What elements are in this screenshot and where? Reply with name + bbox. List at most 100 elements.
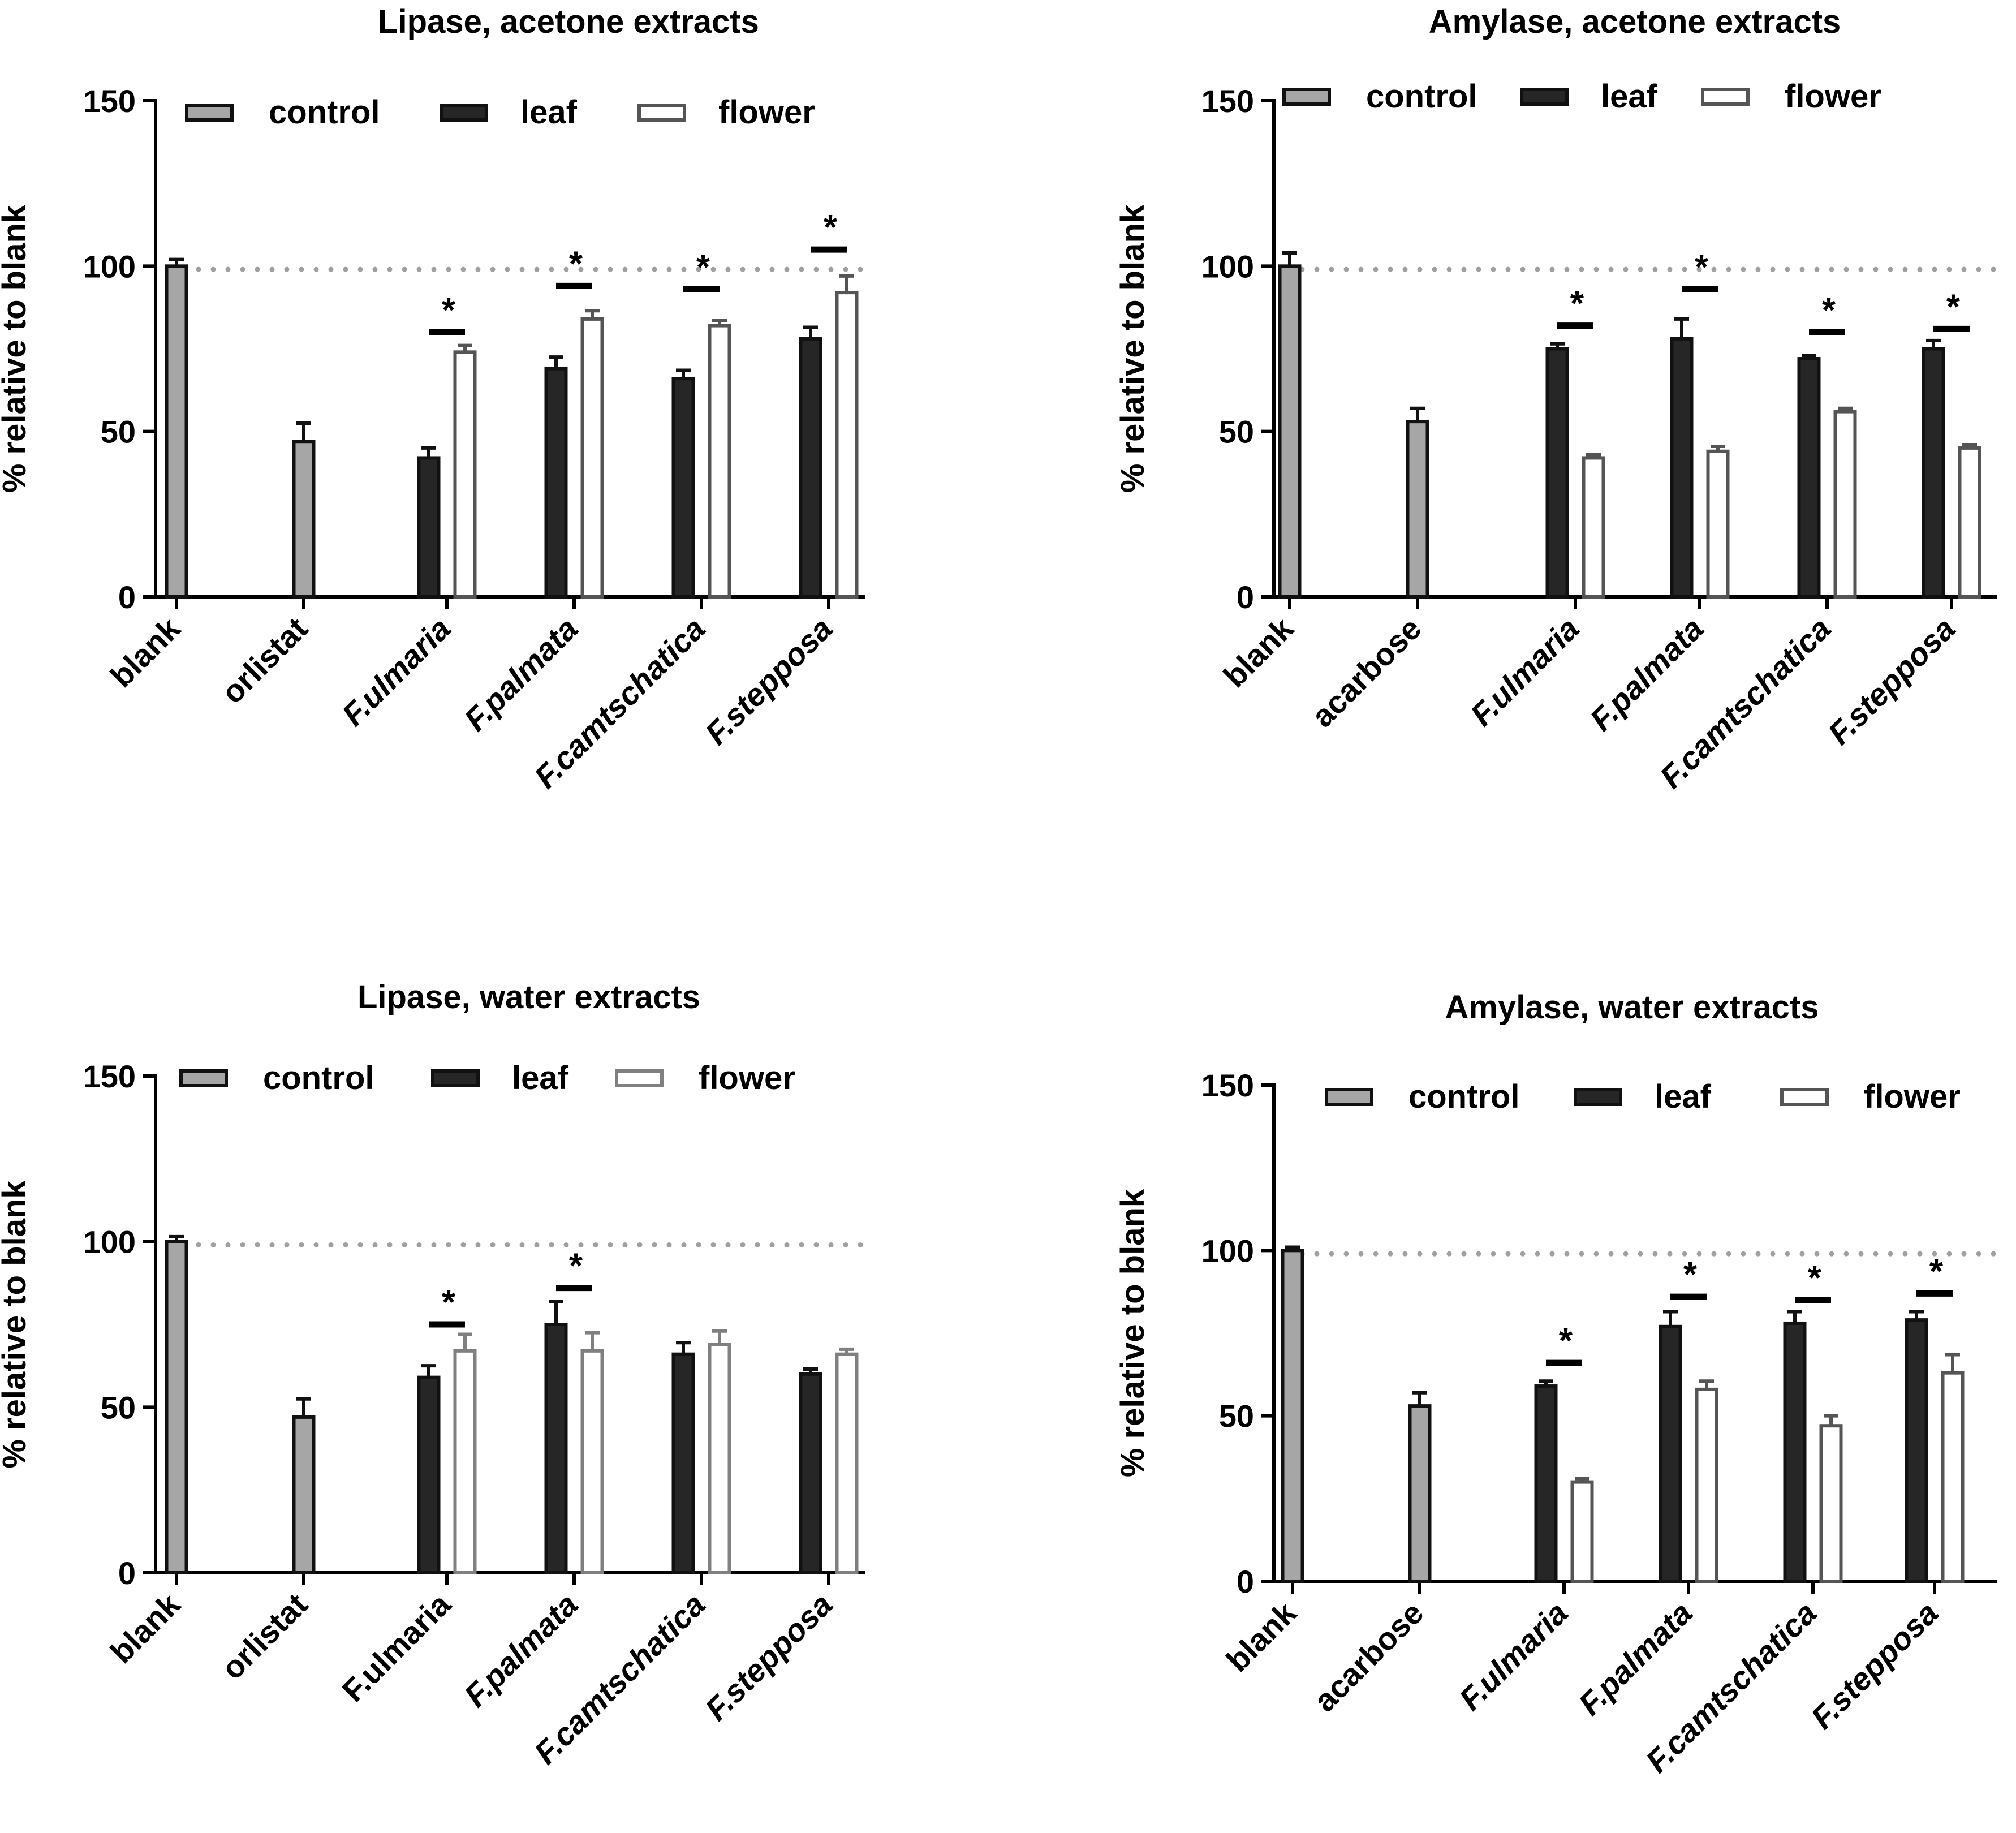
legend-label-leaf: leaf	[512, 1060, 569, 1096]
y-tick-label: 0	[118, 579, 136, 615]
x-tick-label: F.stepposa	[698, 1586, 839, 1727]
bar-flower	[708, 324, 731, 599]
legend-swatch-control	[185, 104, 234, 122]
significance-asterisk: *	[1946, 287, 1961, 326]
chart-title: Amylase, acetone extracts	[1429, 3, 1841, 40]
significance-asterisk: *	[1695, 248, 1709, 287]
x-tick-label: F.ulmaria	[335, 1586, 458, 1709]
bar-leaf	[544, 1323, 568, 1574]
y-tick-label: 50	[101, 1389, 136, 1425]
bar-leaf	[1922, 347, 1945, 599]
x-tick-label: acarbose	[1304, 610, 1428, 734]
bar-leaf	[671, 1352, 695, 1574]
bar-leaf	[1534, 1384, 1558, 1583]
legend-swatch-control	[1282, 88, 1331, 106]
chart-panel-3: Lipase, water extracts % relative to blan…	[0, 979, 868, 1771]
x-tick-label: orlistat	[214, 610, 315, 711]
bar-control	[292, 440, 316, 599]
bar-control	[292, 1415, 316, 1574]
x-tick-label: F.stepposa	[1804, 1595, 1945, 1736]
y-tick-label: 0	[1237, 579, 1254, 615]
bar-flower	[1819, 1424, 1843, 1584]
bar-control	[1408, 1404, 1432, 1584]
x-tick-label: F.ulmaria	[335, 610, 457, 733]
bar-leaf	[1905, 1318, 1928, 1583]
bar-flower	[1582, 456, 1605, 599]
y-tick-label: 150	[83, 83, 136, 119]
bar-flower	[1706, 449, 1730, 599]
y-axis-label: % relative to blank	[0, 1180, 33, 1469]
legend-swatch-leaf	[431, 1069, 480, 1087]
bar-leaf	[671, 377, 695, 599]
bar-flower	[1695, 1387, 1718, 1583]
y-tick-label: 100	[83, 1224, 136, 1260]
x-tick-label: blank	[1220, 1594, 1304, 1679]
bar-flower	[453, 1349, 477, 1574]
x-tick-label: F.ulmaria	[1452, 1595, 1574, 1717]
legend-label-leaf: leaf	[1655, 1078, 1712, 1115]
bar-flower	[1941, 1371, 1965, 1583]
legend-swatch-flower	[1701, 88, 1750, 106]
x-tick-label: F.palmata	[1571, 1595, 1699, 1722]
x-tick-label: blank	[104, 610, 188, 694]
significance-asterisk: *	[442, 291, 456, 330]
bar-flower	[835, 291, 859, 599]
bar-leaf	[1797, 357, 1821, 599]
x-tick-label: blank	[1217, 610, 1301, 694]
x-tick-label: orlistat	[214, 1586, 315, 1686]
legend-swatch-control	[179, 1069, 228, 1087]
bar-control	[165, 264, 188, 599]
x-tick-label: F.stepposa	[1821, 610, 1962, 751]
legend-swatch-flower	[637, 104, 686, 122]
legend-swatch-flower	[1780, 1088, 1829, 1106]
bar-leaf	[799, 337, 822, 599]
y-tick-label: 150	[1201, 83, 1254, 119]
x-tick-label: F.palmata	[457, 1586, 584, 1714]
x-tick-label: F.stepposa	[698, 610, 839, 751]
x-tick-label: blank	[104, 1586, 188, 1670]
legend-label-flower: flower	[699, 1060, 795, 1096]
chart-panel-1: Lipase, acetone extracts % relative to bl…	[0, 3, 868, 795]
bar-leaf	[417, 456, 441, 599]
legend-label-leaf: leaf	[1601, 78, 1658, 115]
bar-control	[1278, 264, 1302, 599]
bar-leaf	[1545, 347, 1569, 599]
y-axis-label: % relative to blank	[1114, 204, 1151, 493]
significance-asterisk: *	[1570, 285, 1584, 324]
bar-flower	[453, 350, 477, 599]
significance-asterisk: *	[1822, 291, 1836, 330]
chart-title: Amylase, water extracts	[1445, 989, 1819, 1026]
significance-asterisk: *	[824, 208, 838, 247]
significance-asterisk: *	[569, 244, 583, 283]
significance-asterisk: *	[1808, 1259, 1822, 1298]
significance-asterisk: *	[442, 1283, 456, 1322]
bar-leaf	[1659, 1324, 1682, 1583]
significance-asterisk: *	[569, 1247, 583, 1286]
legend-swatch-leaf	[1574, 1088, 1622, 1106]
legend-label-control: control	[269, 94, 380, 131]
chart-panel-2: Amylase, acetone extracts % relative to b…	[1114, 3, 2000, 795]
chart-title: Lipase, acetone extracts	[378, 3, 759, 40]
chart-panel-4: Amylase, water extracts % relative to bla…	[1114, 989, 2000, 1779]
legend-label-control: control	[1366, 78, 1477, 115]
significance-asterisk: *	[1929, 1252, 1944, 1291]
chart-title: Lipase, water extracts	[357, 979, 700, 1016]
legend-label-control: control	[263, 1060, 374, 1096]
bar-control	[1406, 420, 1429, 599]
legend-label-flower: flower	[718, 94, 815, 131]
legend-swatch-leaf	[1520, 88, 1569, 106]
bar-leaf	[1670, 337, 1694, 599]
bar-leaf	[544, 367, 568, 599]
bar-leaf	[1783, 1321, 1807, 1583]
x-tick-label: F.palmata	[1583, 610, 1710, 738]
x-tick-label: F.ulmaria	[1463, 610, 1586, 733]
significance-asterisk: *	[1559, 1322, 1573, 1361]
bar-flower	[1958, 446, 1981, 599]
bar-control	[165, 1240, 188, 1575]
y-tick-label: 100	[1201, 248, 1254, 284]
significance-asterisk: *	[696, 248, 710, 287]
bar-flower	[580, 317, 604, 599]
y-tick-label: 100	[1201, 1233, 1254, 1268]
bar-leaf	[417, 1375, 441, 1574]
x-tick-label: F.palmata	[457, 610, 584, 738]
